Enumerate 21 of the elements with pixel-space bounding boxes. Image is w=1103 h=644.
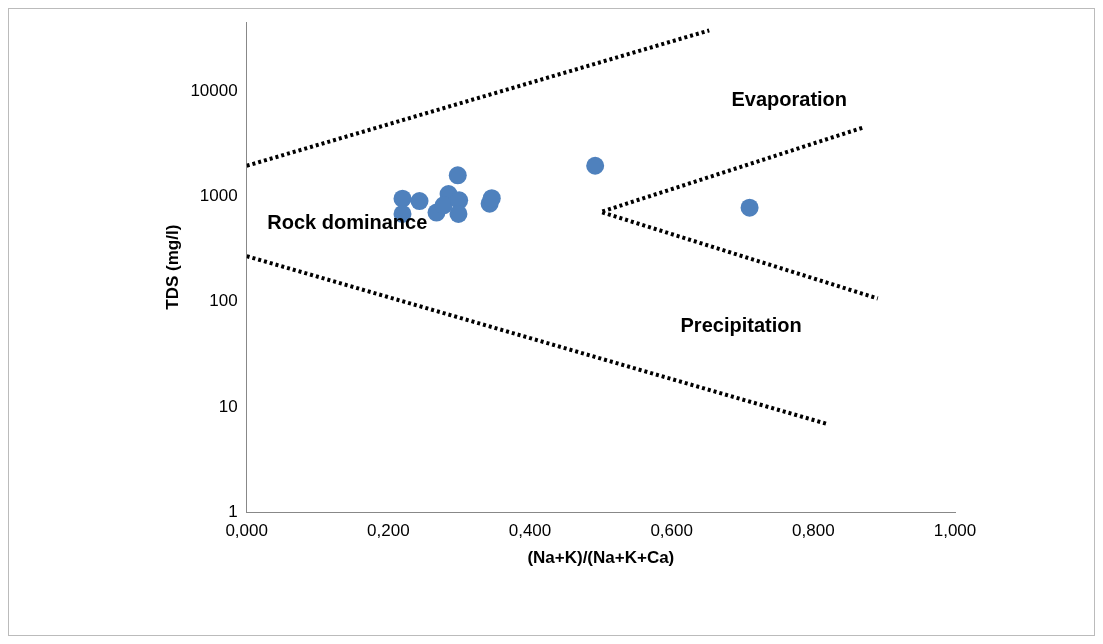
x-tick-label: 0,800 bbox=[792, 521, 835, 541]
point bbox=[740, 198, 759, 217]
y-tick-label: 1 bbox=[228, 501, 238, 521]
y-tick-label: 1000 bbox=[199, 185, 238, 205]
annotation: Rock dominance bbox=[267, 210, 428, 233]
point bbox=[448, 166, 467, 185]
x-tick-label: 0,400 bbox=[508, 521, 552, 541]
point bbox=[434, 196, 453, 215]
y-tick-label: 10 bbox=[218, 396, 238, 416]
y-axis-title: TDS (mg/l) bbox=[162, 224, 182, 310]
x-tick-label: 0,200 bbox=[367, 521, 410, 541]
point bbox=[586, 156, 605, 175]
x-tick-label: 1,000 bbox=[933, 521, 977, 541]
annotation: Precipitation bbox=[680, 313, 802, 336]
point bbox=[410, 192, 429, 211]
y-tick-label: 100 bbox=[209, 291, 238, 311]
x-tick-label: 0,000 bbox=[225, 521, 268, 541]
y-tick-label: 10000 bbox=[190, 80, 238, 100]
x-axis-title: (Na+K)/(Na+K+Ca) bbox=[527, 548, 675, 568]
x-tick-label: 0,600 bbox=[650, 521, 693, 541]
annotation: Evaporation bbox=[731, 88, 848, 111]
